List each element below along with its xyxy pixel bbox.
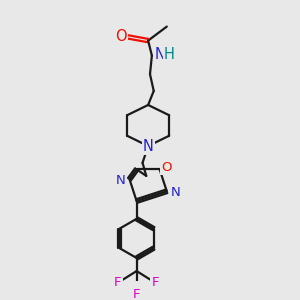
Text: F: F — [114, 276, 122, 289]
Text: N: N — [170, 186, 180, 199]
Text: N: N — [116, 174, 126, 187]
Text: O: O — [115, 29, 127, 44]
Text: H: H — [164, 47, 175, 62]
Text: F: F — [152, 276, 159, 289]
Text: N: N — [155, 47, 166, 62]
Text: F: F — [133, 288, 140, 300]
Text: O: O — [161, 161, 171, 174]
Text: N: N — [143, 139, 154, 154]
